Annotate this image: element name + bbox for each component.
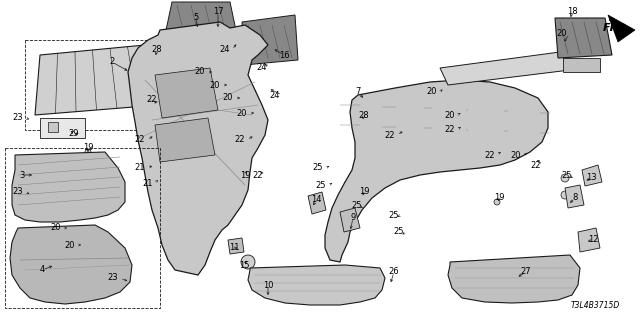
Text: 23: 23: [108, 274, 118, 283]
Polygon shape: [155, 118, 215, 162]
Text: 26: 26: [388, 268, 399, 276]
Circle shape: [360, 193, 366, 199]
Text: 19: 19: [493, 194, 504, 203]
Polygon shape: [565, 185, 584, 208]
Text: 20: 20: [65, 241, 76, 250]
Text: FR.: FR.: [603, 23, 623, 33]
Text: 7: 7: [355, 87, 361, 97]
Circle shape: [359, 117, 365, 123]
Circle shape: [561, 191, 569, 199]
Text: 22: 22: [253, 171, 263, 180]
Text: 18: 18: [566, 7, 577, 17]
Polygon shape: [228, 238, 244, 254]
Text: 22: 22: [235, 135, 245, 145]
Text: 17: 17: [212, 7, 223, 17]
Text: 24: 24: [220, 45, 230, 54]
Text: 28: 28: [152, 45, 163, 54]
Polygon shape: [40, 118, 85, 138]
Text: 4: 4: [40, 266, 45, 275]
Text: 20: 20: [427, 87, 437, 97]
Text: 12: 12: [588, 236, 598, 244]
Text: 20: 20: [210, 81, 220, 90]
Text: 29: 29: [68, 129, 79, 138]
Polygon shape: [325, 80, 548, 262]
Text: 27: 27: [521, 268, 531, 276]
Text: 25: 25: [388, 211, 399, 220]
Text: 20: 20: [223, 93, 233, 102]
Text: 20: 20: [51, 223, 61, 233]
Polygon shape: [48, 122, 58, 132]
Polygon shape: [248, 265, 385, 305]
Text: 19: 19: [240, 171, 250, 180]
Text: 20: 20: [445, 110, 455, 119]
Polygon shape: [563, 58, 600, 72]
Text: 22: 22: [445, 125, 455, 134]
Text: 8: 8: [572, 194, 578, 203]
Circle shape: [241, 255, 255, 269]
Polygon shape: [582, 165, 602, 186]
Text: 25: 25: [394, 228, 404, 236]
Polygon shape: [242, 15, 298, 65]
Text: 22: 22: [385, 131, 396, 140]
Text: 20: 20: [195, 68, 205, 76]
Circle shape: [561, 174, 569, 182]
Text: 20: 20: [511, 150, 521, 159]
Text: 5: 5: [193, 13, 198, 22]
Text: 22: 22: [135, 135, 145, 145]
Text: 25: 25: [316, 180, 326, 189]
Text: 15: 15: [239, 260, 249, 269]
Polygon shape: [555, 18, 612, 58]
Polygon shape: [35, 45, 158, 115]
Text: 28: 28: [358, 110, 369, 119]
Text: 3: 3: [19, 171, 25, 180]
Text: 19: 19: [359, 188, 369, 196]
Text: 16: 16: [278, 51, 289, 60]
Text: 25: 25: [313, 164, 323, 172]
Text: 9: 9: [350, 213, 356, 222]
Text: 23: 23: [13, 188, 23, 196]
Text: 25: 25: [562, 171, 572, 180]
Polygon shape: [12, 152, 125, 222]
Polygon shape: [155, 68, 218, 118]
Polygon shape: [578, 228, 600, 252]
Text: 19: 19: [83, 143, 93, 153]
Text: 22: 22: [484, 150, 495, 159]
Text: 23: 23: [13, 114, 23, 123]
Polygon shape: [308, 192, 326, 214]
Polygon shape: [448, 255, 580, 303]
Text: 24: 24: [269, 91, 280, 100]
Text: 22: 22: [531, 161, 541, 170]
Text: 14: 14: [311, 196, 321, 204]
Text: 22: 22: [147, 95, 157, 105]
Circle shape: [152, 52, 158, 58]
Polygon shape: [128, 22, 268, 275]
Polygon shape: [340, 208, 360, 232]
Text: 21: 21: [135, 164, 145, 172]
Text: 24: 24: [257, 63, 268, 73]
Text: 25: 25: [352, 201, 362, 210]
Polygon shape: [10, 225, 132, 304]
Text: 11: 11: [228, 244, 239, 252]
Polygon shape: [165, 2, 238, 40]
Text: 21: 21: [143, 179, 153, 188]
Text: 20: 20: [237, 108, 247, 117]
Text: 2: 2: [109, 58, 115, 67]
Circle shape: [85, 149, 91, 155]
Text: 13: 13: [586, 173, 596, 182]
Text: 10: 10: [263, 281, 273, 290]
Text: 20: 20: [557, 29, 567, 38]
Polygon shape: [608, 15, 635, 42]
Polygon shape: [440, 52, 570, 85]
Circle shape: [494, 199, 500, 205]
Text: T3L4B3715D: T3L4B3715D: [571, 301, 620, 310]
